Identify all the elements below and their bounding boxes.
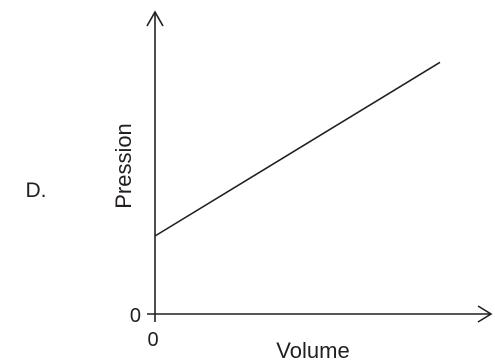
x-axis-arrow-icon — [477, 305, 493, 323]
y-axis-arrow-icon — [146, 10, 164, 27]
y-axis-label: Pression — [111, 123, 136, 209]
y-tick-label: 0 — [130, 305, 141, 327]
option-label: D. — [26, 179, 47, 202]
x-tick-label: 0 — [147, 329, 158, 351]
series-line-0 — [154, 61, 441, 237]
series-layer — [154, 61, 441, 237]
x-axis-label: Volume — [276, 338, 349, 360]
